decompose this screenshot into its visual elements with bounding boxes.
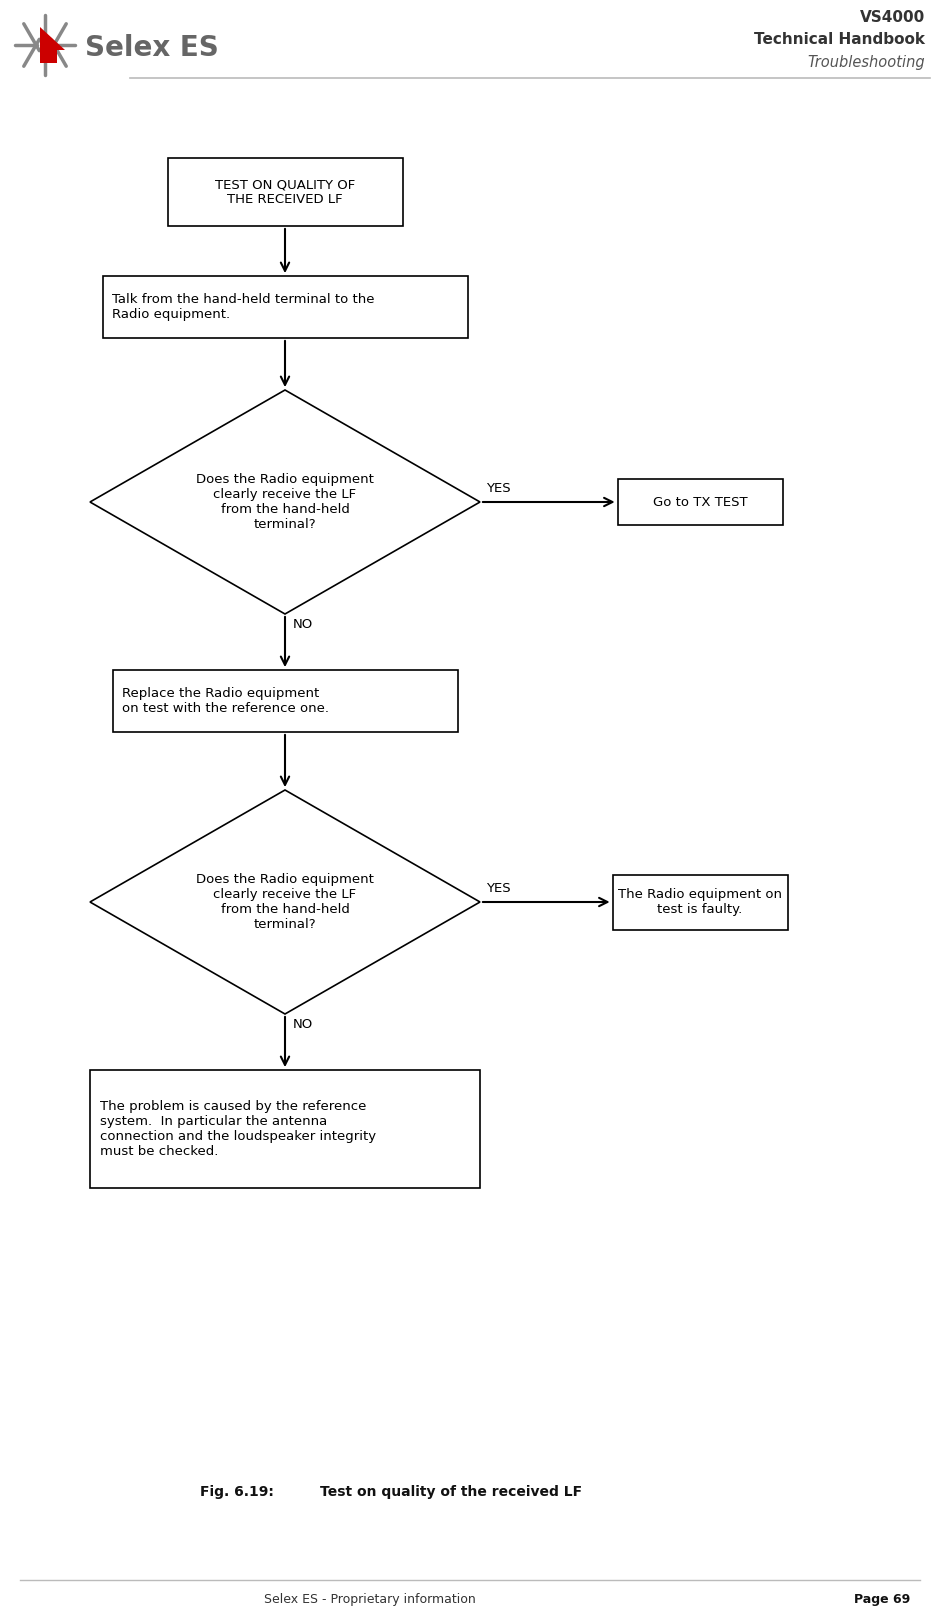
FancyBboxPatch shape [613, 874, 788, 929]
FancyBboxPatch shape [90, 1071, 480, 1187]
Text: Talk from the hand-held terminal to the
Radio equipment.: Talk from the hand-held terminal to the … [113, 294, 375, 321]
Text: TEST ON QUALITY OF
THE RECEIVED LF: TEST ON QUALITY OF THE RECEIVED LF [215, 178, 355, 206]
FancyBboxPatch shape [618, 478, 782, 526]
Text: Test on quality of the received LF: Test on quality of the received LF [320, 1486, 582, 1499]
Text: The problem is caused by the reference
system.  In particular the antenna
connec: The problem is caused by the reference s… [100, 1100, 376, 1158]
Polygon shape [90, 790, 480, 1014]
Text: The Radio equipment on
test is faulty.: The Radio equipment on test is faulty. [618, 887, 782, 916]
Text: Does the Radio equipment
clearly receive the LF
from the hand-held
terminal?: Does the Radio equipment clearly receive… [196, 873, 374, 931]
Text: Selex ES: Selex ES [85, 34, 219, 62]
Text: Go to TX TEST: Go to TX TEST [652, 495, 747, 509]
Text: NO: NO [293, 1019, 313, 1032]
Text: Troubleshooting: Troubleshooting [807, 55, 925, 70]
Text: Selex ES - Proprietary information: Selex ES - Proprietary information [264, 1593, 476, 1606]
Text: YES: YES [486, 482, 510, 495]
Text: Page 69: Page 69 [854, 1593, 910, 1606]
Text: Replace the Radio equipment
on test with the reference one.: Replace the Radio equipment on test with… [122, 688, 330, 715]
FancyBboxPatch shape [113, 670, 458, 732]
Text: YES: YES [486, 881, 510, 894]
FancyBboxPatch shape [102, 276, 467, 337]
Text: VS4000: VS4000 [860, 10, 925, 26]
Text: Technical Handbook: Technical Handbook [754, 32, 925, 47]
FancyBboxPatch shape [167, 157, 402, 225]
Text: Does the Radio equipment
clearly receive the LF
from the hand-held
terminal?: Does the Radio equipment clearly receive… [196, 474, 374, 530]
Polygon shape [90, 389, 480, 615]
Text: NO: NO [293, 618, 313, 631]
Text: Fig. 6.19:: Fig. 6.19: [200, 1486, 274, 1499]
Polygon shape [40, 28, 65, 63]
